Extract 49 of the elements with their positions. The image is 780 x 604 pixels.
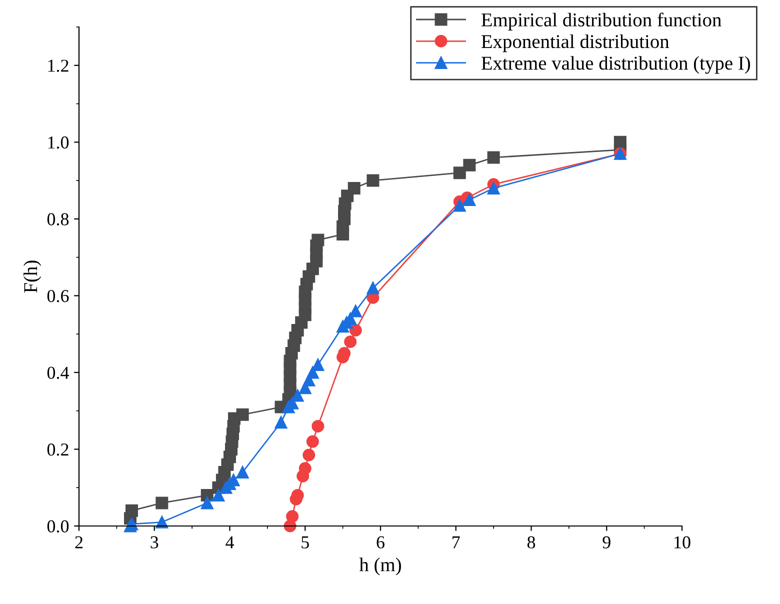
point — [366, 282, 380, 294]
point — [344, 336, 357, 348]
x-tick-label: 3 — [150, 536, 158, 548]
y-tick-label: 0.8 — [47, 213, 69, 226]
x-tick-label: 2 — [75, 536, 83, 548]
legend-label: Empirical distribution function — [481, 12, 722, 30]
y-tick-label: 1.2 — [48, 60, 68, 72]
x-tick-label: 4 — [226, 536, 234, 548]
point — [126, 504, 138, 517]
legend-label: Exponential distribution — [481, 34, 670, 52]
y-tick-label: 0.0 — [47, 520, 69, 533]
y-axis-title: F(h) — [24, 260, 42, 293]
point — [453, 166, 466, 180]
point — [487, 182, 500, 194]
point — [156, 516, 168, 528]
y-tick-label: 0.4 — [47, 366, 69, 379]
point — [236, 466, 249, 479]
point — [298, 462, 312, 475]
point — [463, 193, 476, 206]
point — [366, 174, 380, 187]
point — [306, 366, 319, 379]
y-tick-label: 1.0 — [48, 136, 69, 149]
point — [312, 358, 324, 372]
x-tick-label: 9 — [602, 536, 610, 548]
x-tick-label: 6 — [376, 536, 384, 548]
point — [349, 324, 362, 336]
y-tick-label: 0.6 — [47, 290, 69, 302]
point — [348, 182, 360, 194]
point — [306, 435, 319, 448]
x-axis-title: h (m) — [359, 558, 401, 576]
y-tick-label: 0.2 — [47, 443, 68, 456]
point — [312, 420, 324, 432]
point — [614, 136, 626, 148]
point — [156, 496, 168, 510]
legend-label: Extreme value distribution (type I) — [481, 56, 750, 74]
point — [274, 416, 288, 429]
point — [212, 489, 225, 502]
point — [463, 158, 476, 172]
x-tick-label: 8 — [527, 536, 536, 548]
x-tick-label: 7 — [452, 536, 460, 548]
point — [302, 448, 316, 462]
point — [453, 199, 466, 212]
point — [286, 510, 299, 523]
x-tick-label: 5 — [302, 536, 309, 548]
point — [200, 496, 214, 510]
x-tick-label: 10 — [674, 536, 690, 548]
point — [487, 151, 500, 164]
point — [312, 234, 324, 246]
point — [236, 408, 249, 421]
